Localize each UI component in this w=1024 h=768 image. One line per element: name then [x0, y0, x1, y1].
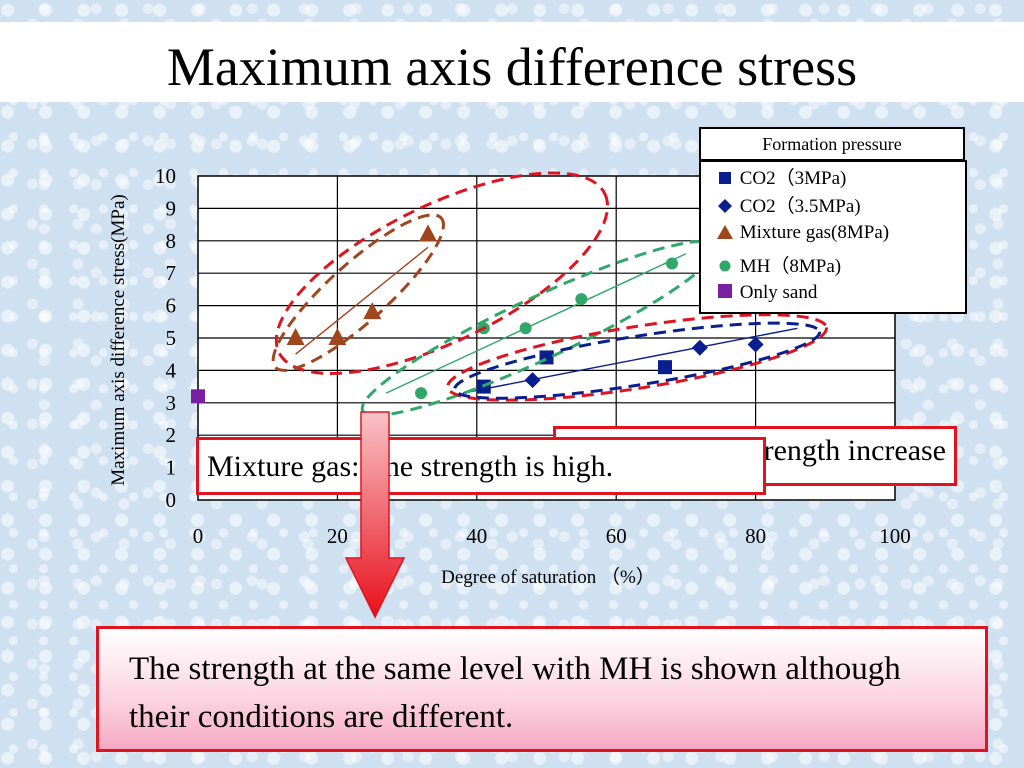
square-marker-icon — [715, 167, 735, 193]
legend: CO2（3MPa) CO2（3.5MPa) Mixture gas(8MPa) … — [699, 160, 967, 314]
trendline — [385, 253, 687, 394]
conclusion-text: The strength at the same level with MH i… — [129, 651, 901, 735]
legend-label: CO2（3MPa) — [739, 168, 847, 189]
legend-item-mixture-gas: Mixture gas(8MPa) — [715, 220, 889, 246]
legend-item-co2-3mpa: CO2（3MPa) — [715, 166, 846, 192]
legend-label: CO2（3.5MPa) — [739, 196, 861, 217]
data-point-triangle — [419, 224, 438, 242]
data-point-diamond — [747, 336, 764, 353]
group-ellipse — [271, 213, 445, 372]
data-point-circle — [519, 322, 532, 335]
y-tick-label: 10 — [155, 164, 176, 188]
triangle-marker-icon — [715, 221, 735, 247]
x-tick-label: 0 — [193, 524, 204, 548]
data-point-triangle — [328, 328, 347, 345]
callout-mixture-gas: Mixture gas: The strength is high. — [196, 437, 766, 495]
slide-title: Maximum axis difference stress — [166, 37, 858, 97]
x-tick-label: 20 — [327, 524, 348, 548]
trendline — [295, 246, 429, 355]
data-point-diamond — [691, 339, 708, 356]
data-point-square — [657, 360, 672, 375]
legend-item-only-sand: Only sand — [715, 280, 817, 306]
x-tick-label: 40 — [466, 524, 487, 548]
group-ellipse — [274, 171, 610, 375]
title-band — [0, 22, 1024, 102]
data-point-circle — [415, 387, 428, 400]
x-axis-label: Degree of saturation （%） — [441, 566, 655, 588]
data-point-square — [191, 389, 205, 404]
y-tick-label: 7 — [166, 261, 177, 285]
x-tick-label: 60 — [606, 524, 627, 548]
legend-label: Mixture gas(8MPa) — [739, 222, 890, 243]
y-tick-label: 9 — [166, 196, 177, 220]
y-tick-label: 2 — [166, 423, 177, 447]
group-ellipse — [453, 321, 822, 400]
down-arrow-icon — [344, 411, 406, 619]
square-marker-icon — [715, 281, 735, 307]
y-tick-label: 4 — [166, 358, 177, 382]
callout-mixture-gas-text: Mixture gas: The strength is high. — [207, 450, 614, 483]
data-point-circle — [575, 293, 588, 306]
legend-label: Only sand — [739, 282, 818, 303]
legend-title: Formation pressure — [699, 127, 965, 161]
legend-item-co2-3-5mpa: CO2（3.5MPa) — [715, 194, 861, 220]
data-point-circle — [665, 257, 678, 270]
y-tick-label: 0 — [166, 488, 177, 512]
group-ellipse — [446, 313, 828, 402]
x-tick-label: 80 — [745, 524, 766, 548]
y-axis-label: Maximum axis difference stress(MPa) — [108, 194, 129, 485]
y-tick-label: 1 — [166, 456, 177, 480]
data-point-triangle — [286, 328, 305, 345]
circle-marker-icon — [715, 255, 735, 281]
legend-label: MH（8MPa) — [739, 256, 842, 277]
y-tick-label: 6 — [166, 294, 177, 318]
trendline — [462, 327, 798, 394]
legend-item-mh: MH（8MPa) — [715, 254, 841, 280]
diamond-marker-icon — [715, 195, 735, 221]
callout-strength-increase-text: Strength increase — [738, 434, 946, 467]
data-point-diamond — [524, 372, 541, 389]
y-tick-label: 3 — [166, 391, 177, 415]
y-tick-label: 8 — [166, 229, 177, 253]
x-tick-label: 100 — [879, 524, 911, 548]
y-tick-label: 5 — [166, 326, 177, 350]
conclusion-box: The strength at the same level with MH i… — [96, 626, 988, 752]
